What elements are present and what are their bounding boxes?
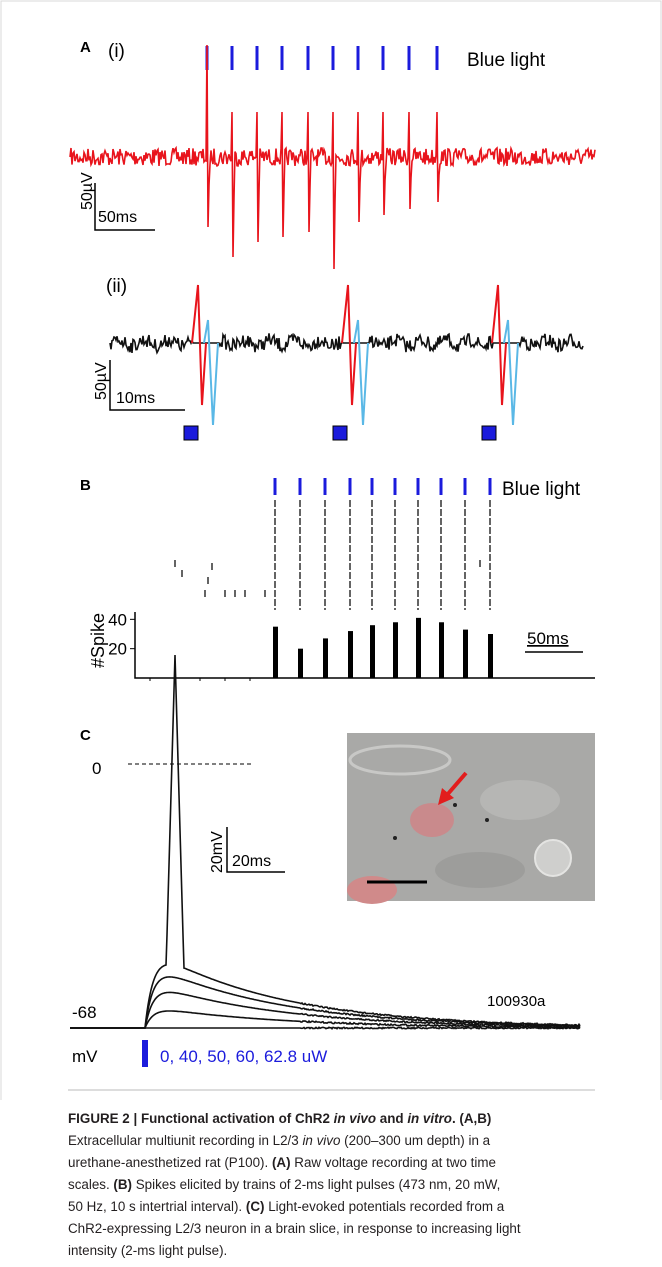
- text: in vitro: [407, 1111, 452, 1126]
- y-tick-label: 20: [108, 640, 127, 659]
- text: urethane-anesthetized rat (P100).: [68, 1155, 272, 1170]
- spike-cyan: [203, 319, 219, 426]
- sub-label: (ii): [106, 276, 127, 297]
- bar: [393, 622, 398, 678]
- caption-line: FIGURE 2 | Functional activation of ChR2…: [68, 1108, 653, 1130]
- light-pulses: [183, 425, 497, 441]
- trace: [70, 1010, 581, 1030]
- intensity-label: 0, 40, 50, 60, 62.8 uW: [160, 1047, 327, 1066]
- trace: [69, 44, 596, 270]
- micrograph: [347, 733, 595, 904]
- traces: [70, 654, 581, 1030]
- light-pulses: [273, 478, 492, 495]
- scale-label: 50µV: [79, 172, 96, 210]
- bar: [323, 638, 328, 678]
- scale-bar: [109, 360, 185, 411]
- spike-red: [191, 284, 207, 406]
- text: scales.: [68, 1177, 114, 1192]
- caption-line: ChR2-expressing L2/3 neuron in a brain s…: [68, 1218, 653, 1240]
- caption-line: intensity (2-ms light pulse).: [68, 1240, 653, 1262]
- figure: A (i) Blue light 50µV 50ms (ii) 50µV 10m…: [0, 0, 662, 1100]
- level-label: 0: [92, 759, 101, 778]
- light-label: Blue light: [467, 50, 546, 71]
- light-label: Blue light: [502, 479, 581, 500]
- text: ChR2-expressing L2/3 neuron in a brain s…: [68, 1221, 521, 1236]
- frame: [0, 0, 662, 1100]
- spike-red: [491, 284, 507, 406]
- panel-label: A: [80, 39, 91, 56]
- text: FIGURE 2 | Functional activation of ChR2: [68, 1111, 334, 1126]
- level-label: -68: [72, 1003, 97, 1022]
- spike-cyan: [353, 319, 369, 426]
- axis: [134, 612, 595, 679]
- bar: [439, 622, 444, 678]
- spikes: [191, 284, 519, 426]
- scale-bar: [94, 183, 155, 231]
- cell-id: 100930a: [487, 993, 546, 1010]
- text: (C): [245, 1199, 265, 1214]
- light-pulse: [142, 1040, 148, 1067]
- bar: [348, 631, 353, 678]
- scale-label: 50ms: [527, 629, 569, 648]
- text: in vivo: [302, 1133, 341, 1148]
- caption-line: scales. (B) Spikes elicited by trains of…: [68, 1174, 653, 1196]
- bar: [416, 617, 421, 678]
- bar: [298, 648, 303, 678]
- caption-line: 50 Hz, 10 s intertrial interval). (C) Li…: [68, 1196, 653, 1218]
- bar: [463, 629, 468, 678]
- panel-label: C: [80, 727, 91, 744]
- text: Spikes elicited by trains of 2-ms light …: [132, 1177, 501, 1192]
- caption: FIGURE 2 | Functional activation of ChR2…: [68, 1108, 653, 1262]
- spike-red: [341, 284, 357, 406]
- trace: [70, 976, 581, 1029]
- caption-line: urethane-anesthetized rat (P100). (A) Ra…: [68, 1152, 653, 1174]
- bar: [273, 626, 278, 678]
- sub-label: (i): [108, 41, 125, 62]
- y-tick-label: 40: [108, 610, 127, 629]
- text: . (A,B): [451, 1111, 492, 1126]
- text: in vivo: [333, 1111, 377, 1126]
- text: and: [376, 1111, 408, 1126]
- text: (A): [271, 1155, 291, 1170]
- text: Extracellular multiunit recording in L2/…: [68, 1133, 303, 1148]
- text: (B): [113, 1177, 132, 1192]
- unit-label: mV: [72, 1047, 98, 1066]
- text: Raw voltage recording at two time: [290, 1155, 496, 1170]
- spike-cyan: [503, 319, 519, 426]
- scale-bar: [226, 827, 285, 873]
- scale-label: 50ms: [98, 209, 137, 226]
- trace: [109, 331, 584, 355]
- trace: [70, 1026, 581, 1030]
- text: (200–300 um depth) in a: [340, 1133, 491, 1148]
- trace: [70, 654, 581, 1029]
- scale-label: 20mV: [209, 831, 226, 873]
- axis-label: #Spike: [88, 613, 108, 668]
- scale-label: 10ms: [116, 390, 155, 407]
- light-pulses: [205, 46, 439, 70]
- text: 50 Hz, 10 s intertrial interval).: [68, 1199, 246, 1214]
- bar: [488, 634, 493, 678]
- panel-label: B: [80, 477, 91, 494]
- scale-label: 20ms: [232, 853, 271, 870]
- text: intensity (2-ms light pulse).: [68, 1243, 228, 1258]
- bar: [370, 625, 375, 678]
- raster: [174, 500, 491, 610]
- caption-line: Extracellular multiunit recording in L2/…: [68, 1130, 653, 1152]
- text: Light-evoked potentials recorded from a: [264, 1199, 505, 1214]
- scale-label: 50µV: [93, 362, 110, 400]
